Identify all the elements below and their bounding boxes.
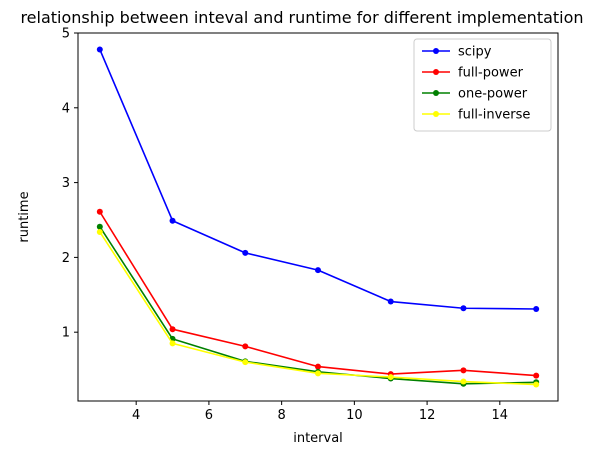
x-tick-label: 4 (132, 408, 140, 423)
data-point-full-inverse (96, 228, 103, 235)
data-point-full-inverse (460, 378, 467, 385)
legend-label-scipy: scipy (458, 45, 492, 60)
legend-box (413, 38, 552, 132)
y-tick-label: 1 (62, 326, 70, 341)
legend: scipy full-power one-power full-inverse (413, 38, 552, 132)
y-tick-label: 5 (62, 27, 70, 42)
data-point-scipy (169, 217, 176, 224)
y-tick-label: 2 (62, 251, 70, 266)
legend-marker-full-power (433, 69, 439, 75)
data-point-scipy (387, 298, 394, 305)
legend-marker-one-power (433, 90, 439, 96)
y-axis-label: runtime (17, 191, 32, 242)
data-point-full-inverse (169, 340, 176, 347)
data-point-full-power (169, 326, 176, 333)
legend-label-full-inverse: full-inverse (458, 108, 530, 123)
x-axis: 4 6 8 10 12 14 (132, 401, 508, 423)
data-point-full-power (242, 343, 249, 350)
data-point-full-power (460, 367, 467, 374)
data-point-one-power (96, 223, 103, 230)
x-tick-label: 6 (205, 408, 213, 423)
data-point-scipy (460, 305, 467, 312)
x-tick-label: 14 (492, 408, 509, 423)
plot-frame (77, 32, 559, 402)
data-point-full-inverse (533, 381, 540, 388)
data-point-full-power (96, 208, 103, 215)
x-axis-label: interval (293, 431, 343, 446)
data-point-full-power (315, 363, 321, 370)
x-tick-label: 10 (346, 408, 363, 423)
data-point-scipy (242, 249, 249, 256)
data-point-scipy (315, 267, 321, 274)
legend-label-full-power: full-power (458, 66, 524, 81)
plot-area (96, 46, 540, 388)
legend-marker-scipy (433, 48, 439, 54)
x-tick-label: 8 (277, 408, 285, 423)
y-axis: 1 2 3 4 5 (62, 27, 78, 341)
y-tick-label: 3 (62, 176, 70, 191)
series-line-full-power (99, 211, 537, 377)
y-tick-label: 4 (62, 101, 70, 116)
series-line-one-power (99, 226, 537, 385)
legend-label-one-power: one-power (458, 87, 528, 102)
data-point-full-inverse (242, 359, 249, 366)
data-point-full-inverse (315, 370, 321, 377)
data-point-scipy (533, 306, 540, 312)
chart-title: relationship between inteval and runtime… (20, 8, 583, 27)
data-point-full-inverse (387, 374, 394, 381)
legend-marker-full-inverse (433, 111, 439, 117)
x-tick-label: 12 (419, 408, 436, 423)
data-point-scipy (96, 46, 103, 53)
data-point-full-power (533, 372, 540, 379)
